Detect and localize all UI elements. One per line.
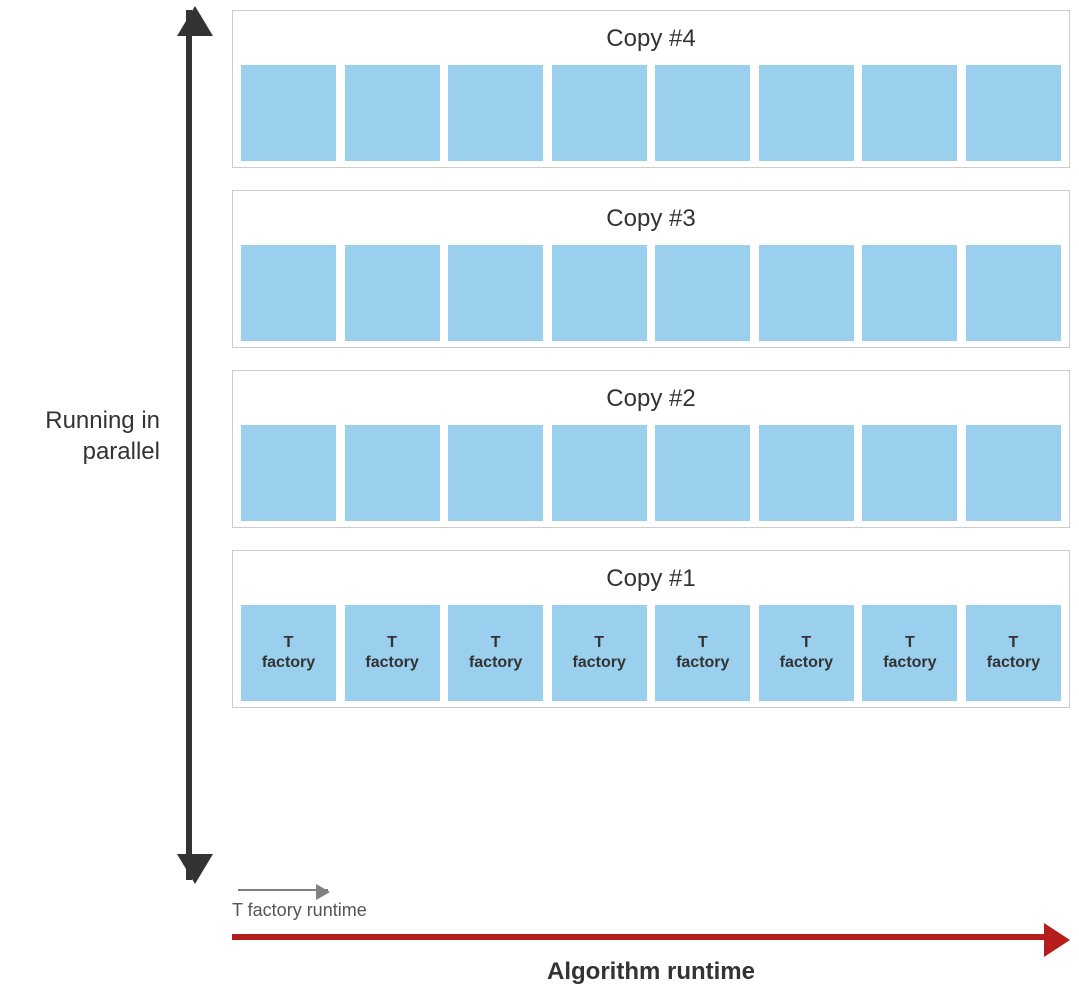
t-factory-box: Tfactory [655,605,750,701]
t-factory-box [862,425,957,521]
copy-panel: Copy #2 [232,370,1070,528]
copy-title: Copy #1 [233,551,1069,605]
vertical-axis-arrow [186,10,192,880]
t-factory-box [966,245,1061,341]
algorithm-runtime-arrow [232,934,1060,940]
t-factory-box: Tfactory [759,605,854,701]
t-factory-box-label: Tfactory [262,633,315,673]
t-factory-box [862,245,957,341]
vertical-axis-label-line2: parallel [83,438,160,465]
t-factory-box [759,65,854,161]
t-factory-runtime-arrow [238,889,328,891]
t-factory-box: Tfactory [552,605,647,701]
t-factory-box [345,65,440,161]
t-factory-box: Tfactory [241,605,336,701]
copy-title: Copy #2 [233,371,1069,425]
t-factory-box [862,65,957,161]
t-factory-box [966,65,1061,161]
t-factory-box: Tfactory [862,605,957,701]
t-factory-box [966,425,1061,521]
t-factory-box [552,65,647,161]
t-factory-box [241,245,336,341]
t-factory-box [552,245,647,341]
t-factory-box [345,425,440,521]
copy-title: Copy #4 [233,11,1069,65]
t-factory-box-label: Tfactory [780,633,833,673]
t-factory-row [233,65,1069,161]
t-factory-row [233,425,1069,521]
t-factory-runtime-label: T factory runtime [232,900,367,921]
t-factory-box-label: Tfactory [883,633,936,673]
copy-title: Copy #3 [233,191,1069,245]
t-factory-box-label: Tfactory [573,633,626,673]
t-factory-box-label: Tfactory [365,633,418,673]
t-factory-box [655,425,750,521]
t-factory-box [655,245,750,341]
vertical-axis-label: Running in parallel [0,405,160,467]
t-factory-box [552,425,647,521]
t-factory-row [233,245,1069,341]
t-factory-box-label: Tfactory [676,633,729,673]
t-factory-row: Tfactory Tfactory Tfactory Tfactory Tfactory… [233,605,1069,701]
t-factory-box [655,65,750,161]
t-factory-box-label: Tfactory [469,633,522,673]
copy-panels: Copy #4Copy #3Copy #2Copy #1TfactoryTfac… [232,10,1070,708]
algorithm-runtime-label: Algorithm runtime [232,958,1070,986]
t-factory-box-label: Tfactory [987,633,1040,673]
t-factory-box: Tfactory [345,605,440,701]
copy-panel: Copy #1TfactoryTfactoryTfactoryTfactoryT… [232,550,1070,708]
t-factory-box [759,425,854,521]
t-factory-box [448,245,543,341]
t-factory-box [241,425,336,521]
copy-panel: Copy #4 [232,10,1070,168]
vertical-axis-label-line1: Running in [45,407,160,434]
t-factory-box: Tfactory [448,605,543,701]
t-factory-box [759,245,854,341]
t-factory-box [345,245,440,341]
t-factory-box: Tfactory [966,605,1061,701]
copy-panel: Copy #3 [232,190,1070,348]
diagram-container: Running in parallel Copy #4 Copy #3 Copy #… [0,0,1079,994]
t-factory-box [241,65,336,161]
t-factory-box [448,65,543,161]
t-factory-box [448,425,543,521]
